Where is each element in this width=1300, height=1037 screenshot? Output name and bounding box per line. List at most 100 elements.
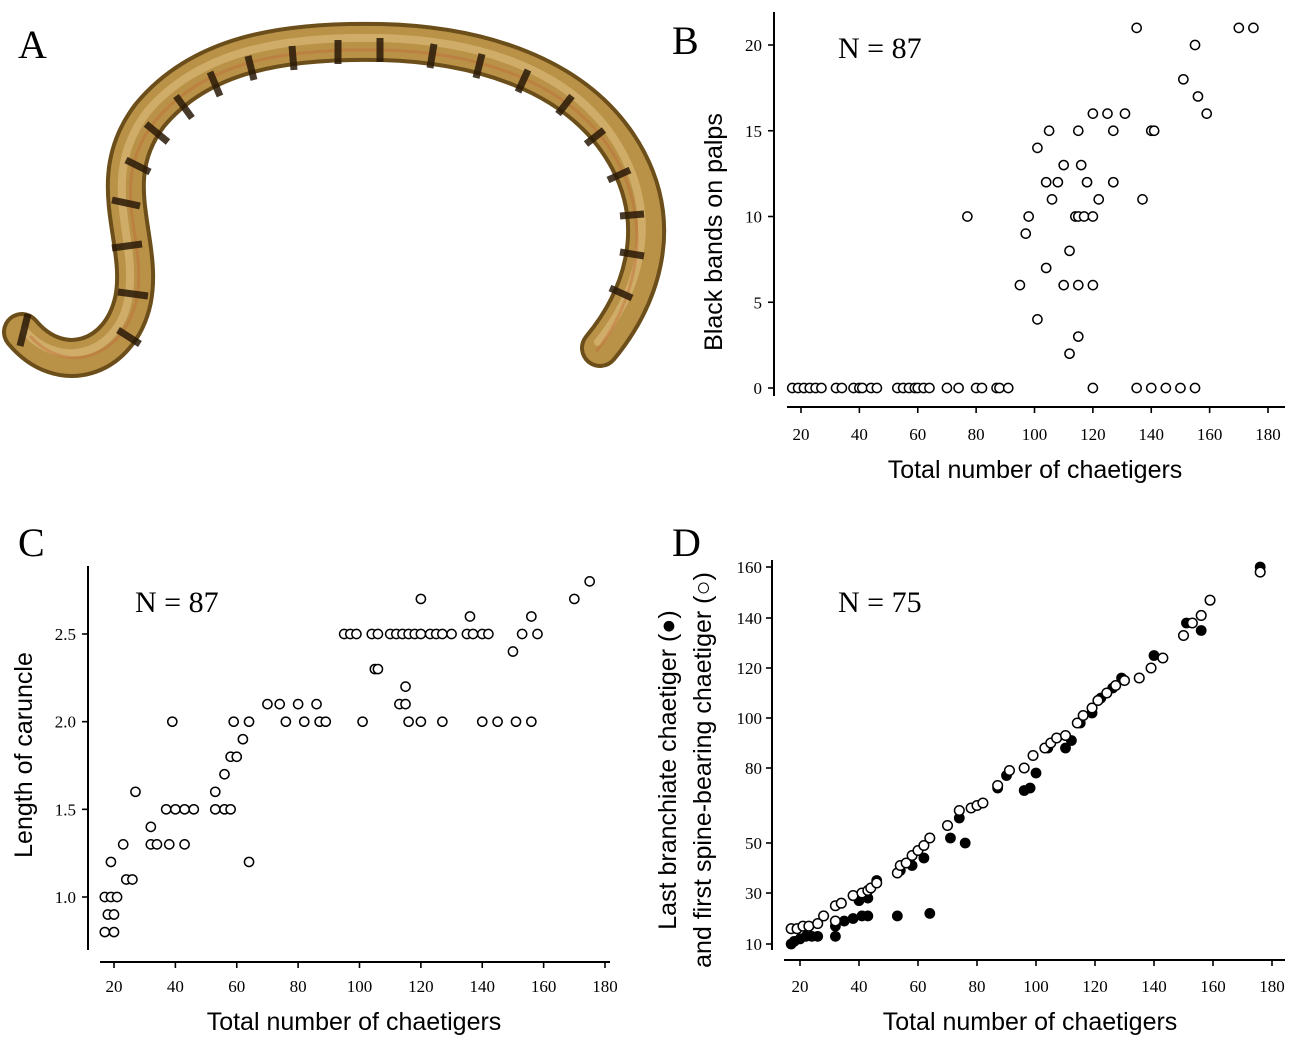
panel-d-y-tick-label: 80 [745, 759, 762, 778]
panel-c-point [526, 611, 537, 622]
panel-d-point-spine [918, 839, 930, 852]
panel-d-x-tick-label: 180 [1259, 977, 1285, 996]
panel-d-point-spine [924, 832, 936, 844]
panel-c-point [357, 716, 368, 728]
panel-c-x-tick-label: 80 [290, 977, 307, 996]
panel-d-point-branchiate [1024, 782, 1036, 794]
panel-b-point [1189, 382, 1201, 394]
panel-d-x-tick-label: 160 [1200, 977, 1226, 996]
panel-d-point-spine [829, 915, 841, 927]
panel-d-y-ticks: 10 30 50 80 100 120 140 160 [737, 558, 772, 954]
panel-c-x-tick-label: 40 [167, 977, 184, 996]
panel-b-point [1072, 331, 1084, 342]
panel-c-point [400, 681, 411, 692]
panel-c-y-ticks: 1.0 1.5 2.0 2.5 [55, 625, 88, 907]
panel-b-point [871, 382, 883, 394]
panel-d-point-spine [1157, 652, 1169, 664]
panel-c-point [117, 839, 129, 850]
panel-c-x-ticks: 20 40 60 80 100 120 140 160 180 [106, 962, 618, 996]
panel-b-point [1201, 108, 1213, 119]
panel-c-point [179, 839, 190, 850]
panel-d-y-tick-label: 50 [745, 834, 762, 853]
panel-b-point [1131, 22, 1143, 34]
panel-b-x-tick-label: 40 [851, 425, 868, 444]
panel-d-point-spine [1092, 694, 1104, 707]
panel-c-point [415, 716, 427, 728]
panel-c-point [510, 716, 522, 728]
panel-d-data-points [785, 561, 1266, 950]
panel-c-y-tick-label: 1.5 [55, 800, 76, 819]
panel-b-point [1102, 108, 1113, 119]
panel-d-point-spine [1204, 594, 1216, 606]
panel-d-point-spine [1110, 679, 1122, 692]
panel-c-letter: C [18, 520, 45, 565]
panel-b-point [924, 382, 935, 394]
panel-b-x-tick-label: 60 [909, 425, 926, 444]
panel-b-n-label: N = 87 [838, 32, 922, 65]
panel-c-point [446, 628, 457, 640]
panel-c-point [108, 926, 120, 938]
panel-b-point [1131, 382, 1143, 394]
panel-c-point [476, 716, 488, 728]
panel-b-point [941, 382, 953, 394]
panel-c-point [160, 803, 172, 815]
panel-b-point [1160, 382, 1172, 394]
panel-c-point [262, 698, 273, 710]
panel-d-point-branchiate [862, 910, 874, 922]
panel-b-point [1052, 176, 1064, 188]
worm-bands [16, 38, 645, 347]
panel-b-x-ticks: 20 40 60 80 100 120 140 160 180 [793, 407, 1281, 444]
panel-c-point [237, 733, 249, 745]
panel-b-point [856, 382, 868, 394]
panel-c-point [209, 803, 221, 815]
panel-d-point-branchiate [1030, 767, 1042, 779]
panel-d-point-spine [1195, 609, 1207, 622]
panel-b-point [1040, 176, 1052, 188]
panel-c-data-points [99, 576, 596, 938]
panel-c-point [166, 716, 178, 728]
panel-b-point [1072, 125, 1084, 137]
panel-d-x-tick-label: 120 [1082, 977, 1108, 996]
panel-c-point [464, 611, 476, 622]
panel-b-point [1002, 382, 1014, 394]
panel-c-x-tick-label: 60 [228, 977, 245, 996]
panel-c-point [243, 716, 255, 728]
panel-d-point-spine [900, 857, 912, 869]
panel-b-point [1087, 108, 1099, 119]
panel-d-point-branchiate [1060, 742, 1071, 754]
panel-d-point-branchiate [1148, 650, 1160, 661]
panel-d-point-spine [953, 804, 965, 817]
panel-b-point [1087, 211, 1099, 222]
panel-c-n-label: N = 87 [135, 586, 219, 619]
panel-d-point-spine [835, 897, 847, 909]
panel-d-point-spine [1145, 662, 1157, 674]
panel-b-x-tick-label: 100 [1022, 425, 1048, 444]
panel-d-y-tick-label: 140 [737, 609, 763, 628]
panel-c-point [179, 803, 190, 815]
panel-d-y-tick-label: 120 [737, 659, 763, 678]
panel-c-point [231, 751, 243, 763]
panel-d-y-tick-label: 30 [745, 884, 762, 903]
panel-c-point [516, 628, 528, 640]
panel-b-point [1145, 382, 1157, 394]
panel-d-point-spine [1077, 709, 1089, 722]
panel-d-point-branchiate [945, 832, 956, 844]
panel-c-point [532, 628, 543, 640]
panel-b-point [1233, 22, 1245, 34]
panel-d-x-tick-label: 20 [792, 977, 809, 996]
panel-c-point [320, 716, 332, 728]
panel-b-point [836, 382, 848, 394]
panel-b-point [1075, 159, 1087, 171]
panel-d-point-branchiate [959, 837, 971, 849]
panel-c-x-tick-label: 120 [408, 977, 434, 996]
panel-d-x-tick-label: 80 [969, 977, 986, 996]
panel-d-y-tick-label: 100 [737, 709, 763, 728]
panel-c-x-axis-label: Total number of chaetigers [207, 1008, 502, 1036]
panel-c-point [225, 803, 236, 815]
panel-c-point [127, 874, 138, 885]
panel-b-point [1040, 262, 1052, 274]
panel-d-point-spine [992, 779, 1004, 792]
panel-b-point [1081, 176, 1093, 188]
panel-d-x-tick-label: 40 [851, 977, 868, 996]
panel-b-point [1032, 314, 1043, 325]
